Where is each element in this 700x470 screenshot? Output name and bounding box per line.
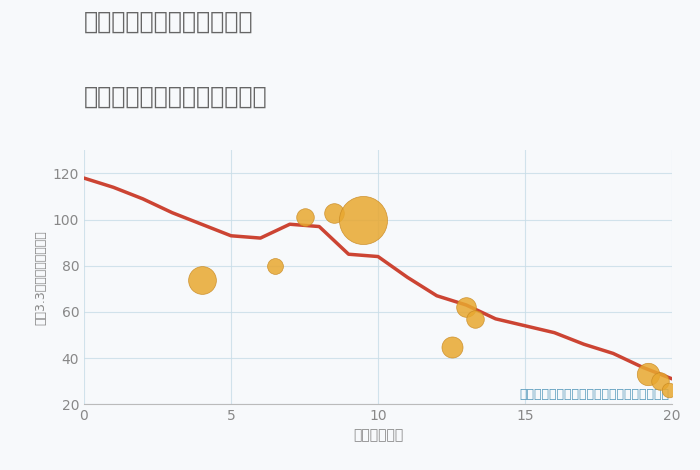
Point xyxy=(664,387,675,394)
Point xyxy=(358,216,369,223)
Text: 駅距離別中古マンション価格: 駅距離別中古マンション価格 xyxy=(84,85,267,109)
Y-axis label: 平（3.3㎡）単価（万円）: 平（3.3㎡）単価（万円） xyxy=(34,230,47,325)
Point xyxy=(446,343,457,350)
Text: 円の大きさは、取引のあった物件面積を示す: 円の大きさは、取引のあった物件面積を示す xyxy=(519,388,669,401)
Text: 奈良県生駒郡斑鳩町阿波の: 奈良県生駒郡斑鳩町阿波の xyxy=(84,9,253,33)
X-axis label: 駅距離（分）: 駅距離（分） xyxy=(353,429,403,443)
Point xyxy=(299,213,310,221)
Point xyxy=(643,370,654,378)
Point xyxy=(328,209,339,217)
Point xyxy=(270,262,281,269)
Point xyxy=(461,304,472,311)
Point xyxy=(470,315,481,322)
Point xyxy=(654,377,666,385)
Point xyxy=(196,276,207,283)
